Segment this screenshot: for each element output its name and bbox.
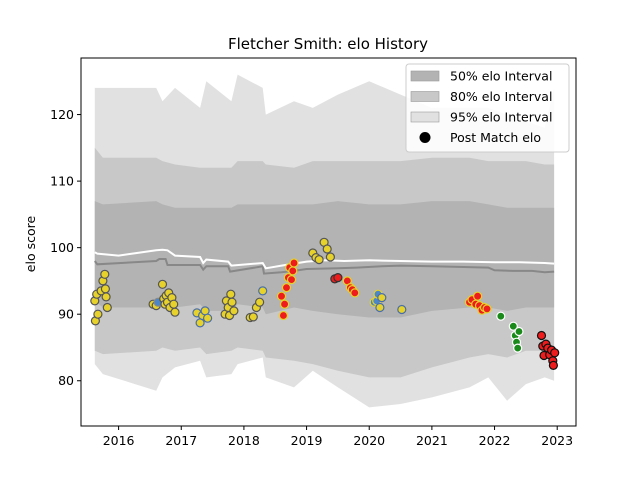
data-point	[536, 330, 547, 341]
data-point	[248, 312, 258, 322]
legend-box	[405, 63, 570, 153]
x-tick-label: 2017	[165, 433, 197, 448]
data-point	[513, 343, 523, 353]
median-line	[94, 248, 555, 270]
data-point	[276, 291, 287, 301]
y-tick-label: 100	[50, 240, 74, 255]
data-point	[278, 310, 288, 321]
x-tick-label: 2021	[416, 433, 448, 448]
data-point	[157, 279, 168, 289]
data-point	[314, 255, 324, 265]
legend-swatch	[410, 111, 440, 123]
data-point	[227, 297, 237, 307]
legend-label: Post Match elo	[450, 130, 541, 145]
data-point	[195, 318, 205, 328]
data-point	[281, 283, 292, 293]
data-point	[322, 244, 332, 254]
x-tick-label: 2018	[228, 433, 260, 448]
data-point	[229, 306, 239, 316]
data-point	[288, 266, 298, 276]
data-point	[102, 302, 112, 313]
legend-marker	[419, 132, 431, 143]
legend-label: 95% elo Interval	[450, 110, 552, 125]
post-match-points	[90, 237, 560, 370]
chart-title: Fletcher Smith: elo History	[228, 35, 428, 53]
x-tick-label: 2019	[291, 433, 323, 448]
data-point	[473, 291, 483, 301]
data-point	[375, 302, 385, 313]
data-point	[397, 304, 407, 315]
legend-label: 80% elo Interval	[450, 89, 552, 104]
legend-swatch	[410, 91, 440, 102]
x-axis-ticks: 2016 2017 2018 2019 2020 2021 2022 2023	[103, 426, 573, 448]
data-point	[350, 288, 360, 298]
data-point	[286, 275, 297, 285]
data-point	[514, 326, 524, 337]
data-point	[482, 304, 492, 314]
y-tick-label: 110	[50, 174, 74, 189]
x-tick-label: 2020	[353, 433, 385, 448]
data-point	[377, 293, 387, 303]
data-point	[280, 299, 290, 309]
y-tick-label: 80	[58, 373, 74, 388]
data-point	[226, 289, 236, 299]
data-point	[100, 284, 111, 294]
data-point	[289, 258, 299, 268]
data-point	[496, 311, 506, 321]
data-point	[93, 309, 103, 319]
data-point	[203, 313, 213, 323]
band-50	[94, 201, 555, 318]
data-point	[325, 252, 335, 262]
y-tick-label: 90	[58, 307, 74, 322]
data-point	[100, 269, 110, 279]
data-point	[333, 273, 343, 283]
y-axis-label: elo score	[23, 216, 38, 273]
data-point	[548, 360, 559, 370]
legend-label: 50% elo Interval	[450, 69, 552, 84]
data-point	[255, 297, 265, 307]
plot-frame	[80, 57, 577, 427]
data-point	[258, 286, 268, 296]
data-point	[170, 307, 180, 317]
x-tick-label: 2023	[541, 433, 573, 448]
data-point	[550, 348, 560, 358]
legend: 50% elo Interval 80% elo Interval 95% elo …	[405, 63, 570, 153]
x-tick-label: 2022	[479, 433, 511, 448]
y-tick-label: 120	[50, 107, 74, 122]
y-axis-ticks: 80 90 100 110 120	[50, 107, 81, 388]
data-point	[101, 292, 111, 302]
x-tick-label: 2016	[103, 433, 135, 448]
data-point	[169, 299, 179, 309]
mean-line	[94, 258, 555, 275]
legend-swatch	[410, 70, 440, 82]
trend-lines	[94, 248, 555, 275]
data-point	[508, 321, 518, 331]
